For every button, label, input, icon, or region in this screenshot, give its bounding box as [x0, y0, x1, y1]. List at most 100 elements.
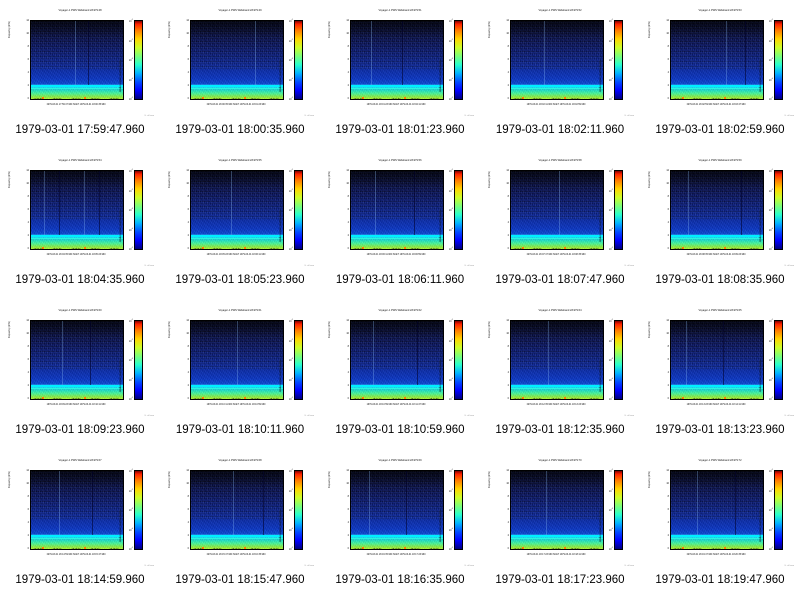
spectrogram-cell-15[interactable]: Voyager-1 PWS Wideband 2/1979:65 frequen…: [640, 300, 800, 450]
spectrogram-cell-5[interactable]: Voyager-1 PWS Wideband 2/1979:53 frequen…: [640, 0, 800, 150]
spectrogram-cell-3[interactable]: Voyager-1 PWS Wideband 2/1979:51 frequen…: [320, 0, 480, 150]
credit-text: U. of Iowa: [624, 265, 634, 267]
panel-caption: 1979-03-01 18:13:23.960: [655, 424, 785, 436]
credit-text: U. of Iowa: [304, 265, 314, 267]
panel-title: Voyager-1 PWS Wideband 2/1979:68: [218, 459, 262, 462]
spectrogram-image: [351, 321, 443, 399]
spectrogram-image: [31, 171, 123, 249]
spectrogram-figure[interactable]: Voyager-1 PWS Wideband 2/1979:67 frequen…: [6, 458, 156, 568]
colorbar-ticks: 10-1 10-2 10-3 10-4 10-5: [608, 19, 613, 101]
panel-title: Voyager-1 PWS Wideband 2/1979:51: [378, 9, 422, 12]
colorbar: [454, 20, 463, 100]
colorbar-ticks: 10-1 10-2 10-3 10-4 10-5: [608, 469, 613, 551]
time-marker: [42, 396, 44, 399]
spectrogram-figure[interactable]: Voyager-1 PWS Wideband 2/1979:72 frequen…: [646, 458, 796, 568]
colorbar-ticks: 10-1 10-2 10-3 10-4 10-5: [128, 19, 133, 101]
spectrogram-figure[interactable]: Voyager-1 PWS Wideband 2/1979:59 frequen…: [646, 158, 796, 268]
spectrogram-cell-16[interactable]: Voyager-1 PWS Wideband 2/1979:67 frequen…: [0, 450, 160, 600]
spectrogram-figure[interactable]: Voyager-1 PWS Wideband 2/1979:48 frequen…: [6, 8, 156, 118]
spectrogram-cell-17[interactable]: Voyager-1 PWS Wideband 2/1979:68 frequen…: [160, 450, 320, 600]
colorbar-label: relative power spectral density: [599, 509, 602, 542]
spectrogram-figure[interactable]: Voyager-1 PWS Wideband 2/1979:52 frequen…: [486, 8, 636, 118]
time-marker: [522, 396, 524, 399]
spectrogram-topcap: [671, 471, 763, 487]
spectrogram-cell-8[interactable]: Voyager-1 PWS Wideband 2/1979:56 frequen…: [320, 150, 480, 300]
colorbar-label: relative power spectral density: [119, 359, 122, 392]
spectrogram-cell-4[interactable]: Voyager-1 PWS Wideband 2/1979:52 frequen…: [480, 0, 640, 150]
spectrogram-cell-11[interactable]: Voyager-1 PWS Wideband 2/1979:60 frequen…: [0, 300, 160, 450]
spectrogram-figure[interactable]: Voyager-1 PWS Wideband 2/1979:70 frequen…: [486, 458, 636, 568]
spectrogram-cell-2[interactable]: Voyager-1 PWS Wideband 2/1979:49 frequen…: [160, 0, 320, 150]
spectrogram-topcap: [511, 171, 603, 187]
spectrogram-figure[interactable]: Voyager-1 PWS Wideband 2/1979:53 frequen…: [646, 8, 796, 118]
spectrogram-image: [671, 171, 763, 249]
y-axis-label: frequency (kHz): [488, 171, 491, 188]
panel-title: Voyager-1 PWS Wideband 2/1979:60: [58, 309, 102, 312]
spectrogram-cell-7[interactable]: Voyager-1 PWS Wideband 2/1979:55 frequen…: [160, 150, 320, 300]
colorbar-ticks: 10-1 10-2 10-3 10-4 10-5: [128, 469, 133, 551]
vertical-streak: [62, 321, 64, 385]
credit-text: U. of Iowa: [784, 565, 794, 567]
spectrogram-axes: [670, 470, 764, 550]
spectrogram-axes: [30, 20, 124, 100]
spectrogram-figure[interactable]: Voyager-1 PWS Wideband 2/1979:51 frequen…: [326, 8, 476, 118]
spectrogram-figure[interactable]: Voyager-1 PWS Wideband 2/1979:65 frequen…: [646, 308, 796, 418]
spectrogram-figure[interactable]: Voyager-1 PWS Wideband 2/1979:55 frequen…: [166, 158, 316, 268]
spectrogram-cell-20[interactable]: Voyager-1 PWS Wideband 2/1979:72 frequen…: [640, 450, 800, 600]
spectrogram-axes: [350, 320, 444, 400]
spectrogram-figure[interactable]: Voyager-1 PWS Wideband 2/1979:68 frequen…: [166, 458, 316, 568]
spectrogram-figure[interactable]: Voyager-1 PWS Wideband 2/1979:62 frequen…: [326, 308, 476, 418]
colorbar: [774, 20, 783, 100]
spectrogram-cell-6[interactable]: Voyager-1 PWS Wideband 2/1979:54 frequen…: [0, 150, 160, 300]
spectrogram-cell-10[interactable]: Voyager-1 PWS Wideband 2/1979:59 frequen…: [640, 150, 800, 300]
time-marker: [404, 246, 406, 249]
y-axis-label: frequency (kHz): [8, 21, 11, 38]
y-axis-ticks: 12 10 8 6 4 2 0: [186, 19, 189, 100]
spectrogram-cell-12[interactable]: Voyager-1 PWS Wideband 2/1979:61 frequen…: [160, 300, 320, 450]
spectrogram-cell-18[interactable]: Voyager-1 PWS Wideband 2/1979:69 frequen…: [320, 450, 480, 600]
spectrogram-figure[interactable]: Voyager-1 PWS Wideband 2/1979:58 frequen…: [486, 158, 636, 268]
panel-caption: 1979-03-01 18:10:11.960: [175, 424, 305, 436]
vertical-streak: [75, 21, 77, 85]
spectrogram-cell-1[interactable]: Voyager-1 PWS Wideband 2/1979:48 frequen…: [0, 0, 160, 150]
vertical-streak: [722, 321, 724, 385]
y-axis-ticks: 12 10 8 6 4 2 0: [346, 169, 349, 250]
panel-caption: 1979-03-01 18:05:23.960: [175, 274, 305, 286]
x-axis-ticks: 18:15:50 18:16:00 18:16:10 18:16:20 18:16:30: [193, 549, 279, 551]
spectrogram-axes: [670, 20, 764, 100]
spectrogram-figure[interactable]: Voyager-1 PWS Wideband 2/1979:69 frequen…: [326, 458, 476, 568]
y-axis-label: frequency (kHz): [328, 21, 331, 38]
spectrogram-figure[interactable]: Voyager-1 PWS Wideband 2/1979:64 frequen…: [486, 308, 636, 418]
time-marker: [202, 396, 204, 399]
y-axis-ticks: 12 10 8 6 4 2 0: [346, 469, 349, 550]
spectrogram-figure[interactable]: Voyager-1 PWS Wideband 2/1979:60 frequen…: [6, 308, 156, 418]
y-axis-label: frequency (kHz): [328, 171, 331, 188]
spectrogram-figure[interactable]: Voyager-1 PWS Wideband 2/1979:61 frequen…: [166, 308, 316, 418]
spectrogram-figure[interactable]: Voyager-1 PWS Wideband 2/1979:54 frequen…: [6, 158, 156, 268]
panel-caption: 1979-03-01 18:15:47.960: [175, 574, 305, 586]
spectrogram-figure[interactable]: Voyager-1 PWS Wideband 2/1979:56 frequen…: [326, 158, 476, 268]
x-axis-time-range: 1979-03-01 18:04:35.960 SCET 1979-03-01 …: [46, 253, 106, 256]
vertical-streak: [88, 21, 90, 85]
spectrogram-figure[interactable]: Voyager-1 PWS Wideband 2/1979:49 frequen…: [166, 8, 316, 118]
y-axis-ticks: 12 10 8 6 4 2 0: [186, 319, 189, 400]
spectrogram-topcap: [191, 21, 283, 37]
spectrogram-cell-14[interactable]: Voyager-1 PWS Wideband 2/1979:64 frequen…: [480, 300, 640, 450]
panel-caption: 1979-03-01 18:17:23.960: [495, 574, 625, 586]
panel-title: Voyager-1 PWS Wideband 2/1979:72: [698, 459, 742, 462]
time-marker: [244, 96, 246, 99]
spectrogram-cell-19[interactable]: Voyager-1 PWS Wideband 2/1979:70 frequen…: [480, 450, 640, 600]
spectrogram-axes: [190, 470, 284, 550]
y-axis-label: frequency (kHz): [168, 21, 171, 38]
colorbar-label: relative power spectral density: [439, 359, 442, 392]
spectrogram-image: [351, 471, 443, 549]
spectrogram-topcap: [31, 471, 123, 487]
time-marker: [202, 546, 204, 549]
vertical-streak: [687, 171, 689, 235]
time-marker: [724, 96, 726, 99]
emission-line: [671, 385, 763, 387]
credit-text: U. of Iowa: [144, 415, 154, 417]
spectrogram-cell-13[interactable]: Voyager-1 PWS Wideband 2/1979:62 frequen…: [320, 300, 480, 450]
spectrogram-cell-9[interactable]: Voyager-1 PWS Wideband 2/1979:58 frequen…: [480, 150, 640, 300]
emission-line: [511, 235, 603, 237]
